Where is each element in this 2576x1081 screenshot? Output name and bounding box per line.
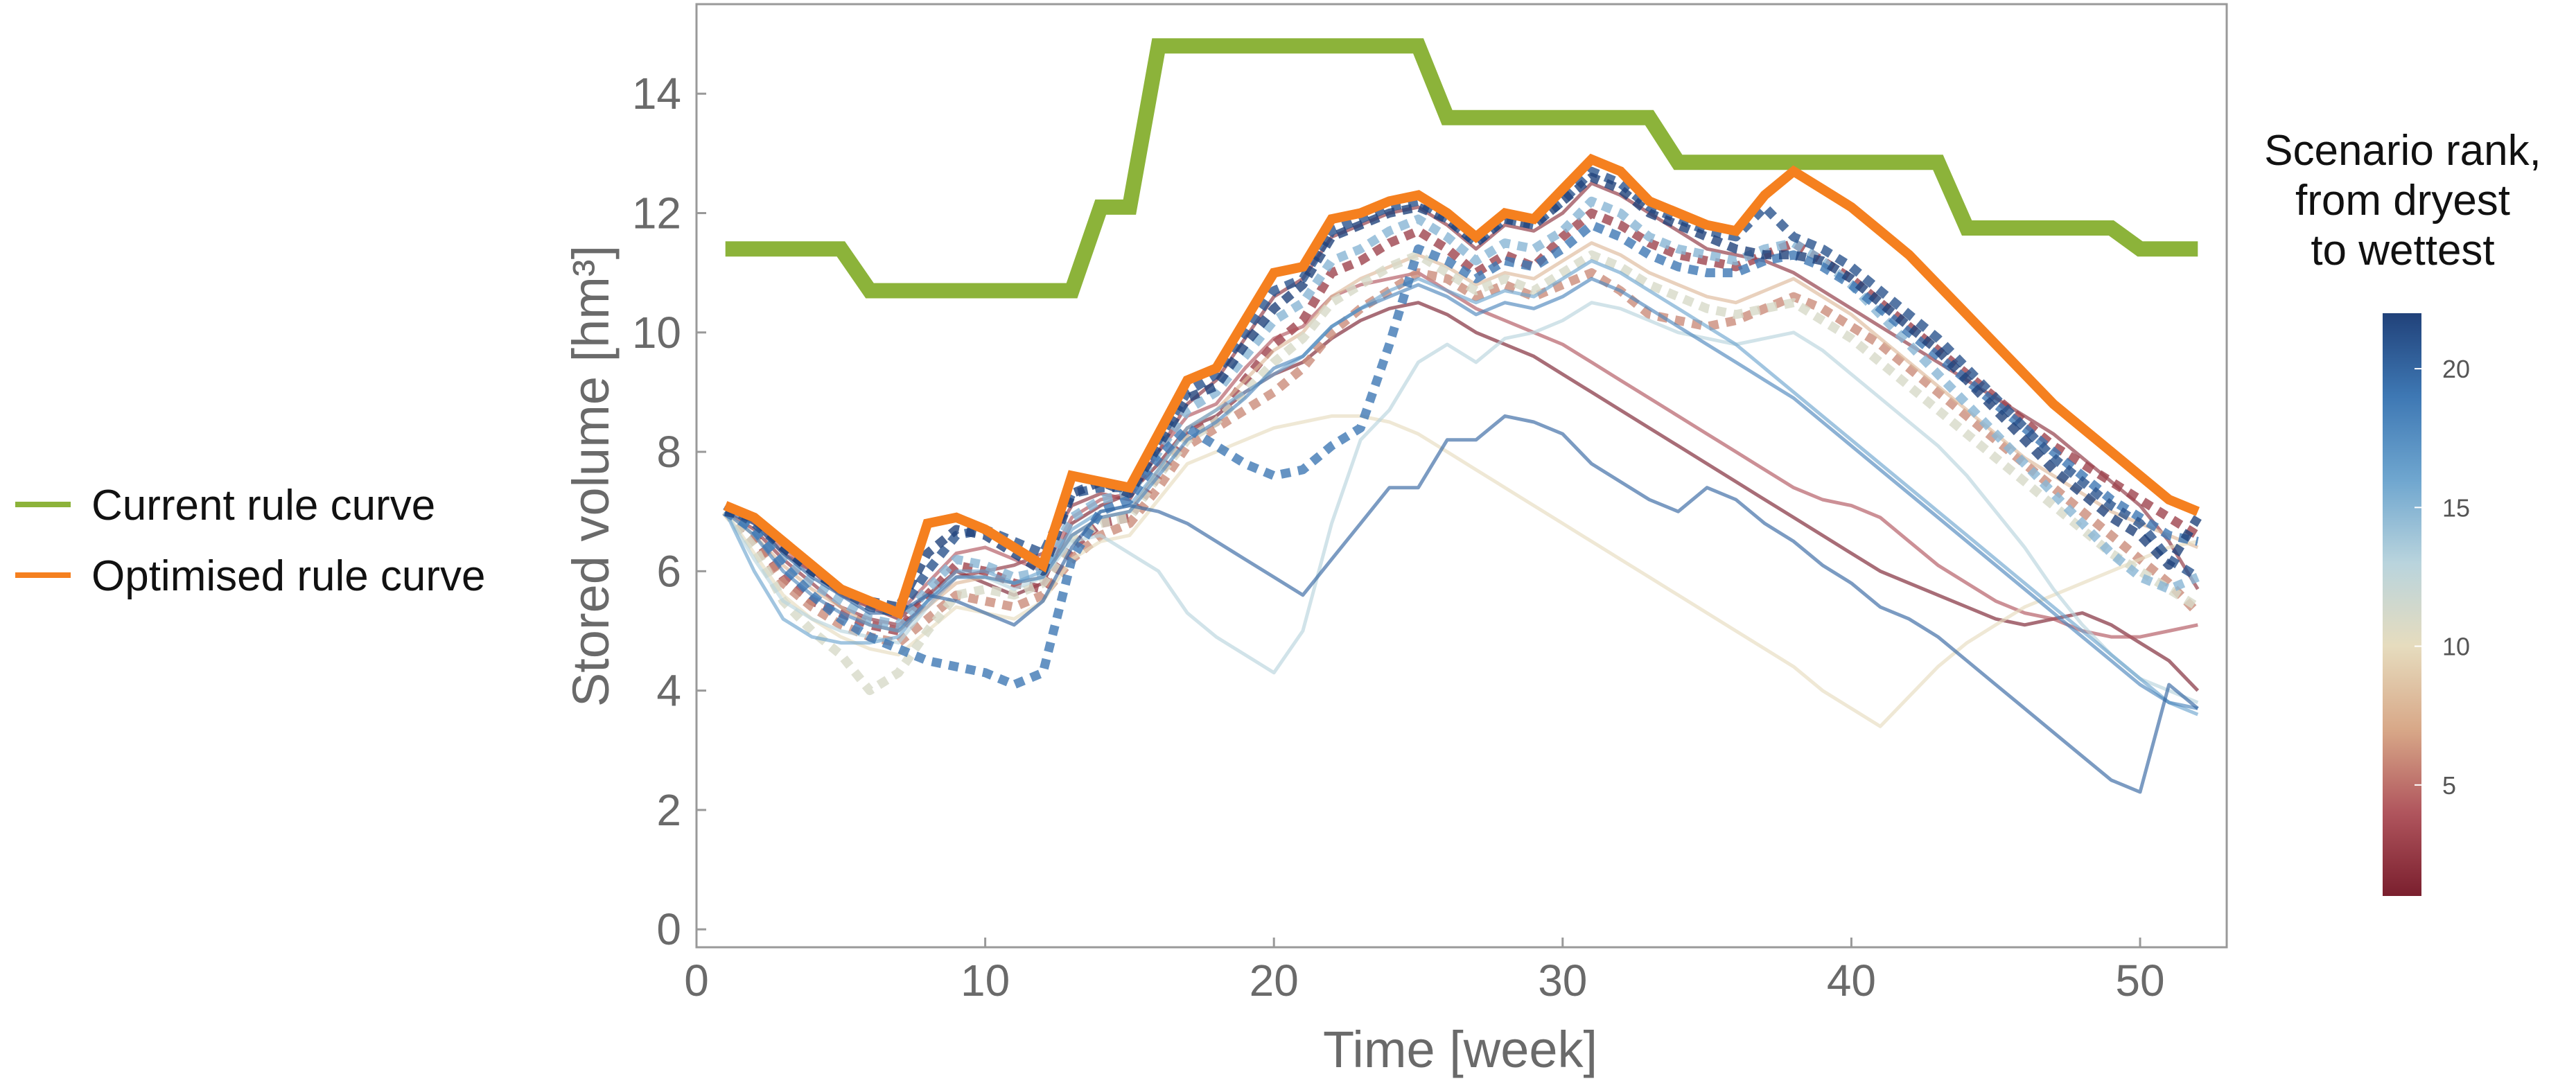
x-tick-label: 30 [1538, 956, 1587, 1005]
y-tick-label: 12 [632, 188, 681, 238]
scenario-line-rank-18 [724, 276, 2198, 710]
scenario-line-rank-20 [724, 414, 2199, 794]
y-tick-label: 10 [632, 308, 681, 358]
scenario-line-rank-22 [724, 173, 2202, 612]
legend: Current rule curve Optimised rule curve [15, 482, 486, 600]
current-rule-curve-line [725, 38, 2198, 299]
scenario-line-rank-8 [724, 241, 2199, 633]
colorbar-title-line: Scenario rank, [2264, 127, 2541, 175]
optimised-rule-curve-line [724, 153, 2200, 619]
y-tick-label: 6 [656, 546, 681, 596]
x-axis-title: Time [week] [1323, 1021, 1597, 1078]
colorbar-title-line: from dryest [2295, 177, 2510, 225]
x-tick-label: 50 [2115, 956, 2164, 1005]
colorbar-tick-label: 10 [2442, 633, 2470, 661]
y-tick-label: 2 [656, 785, 681, 835]
axes: 0 10 20 30 40 50 0 2 4 6 8 10 12 14 [632, 69, 2165, 1005]
scenario-line-rank-10 [724, 414, 2198, 728]
y-tick-label: 8 [656, 427, 681, 477]
scenario-line-rank-11 [721, 250, 2200, 696]
plot-frame [695, 3, 2228, 949]
series-lines [724, 38, 2200, 619]
scenario-line-rank-4 [724, 271, 2198, 639]
scenario-lines [721, 166, 2202, 794]
x-tick-label: 40 [1827, 956, 1876, 1005]
colorbar-tick-label: 15 [2442, 493, 2470, 522]
colorbar-tick-label: 5 [2442, 771, 2456, 800]
scenario-line-rank-19 [723, 220, 2199, 689]
y-tick-label: 0 [656, 904, 681, 954]
scenario-line-rank-15 [723, 196, 2200, 630]
y-axis-title: Stored volume [hm³] [562, 245, 620, 707]
scenario-line-rank-6 [722, 268, 2201, 648]
y-tick-label: 4 [656, 666, 681, 716]
legend-label-optimised: Optimised rule curve [91, 552, 486, 600]
colorbar-tick-label: 20 [2442, 355, 2470, 383]
legend-label-current: Current rule curve [91, 482, 435, 529]
colorbar-title-line: to wettest [2311, 227, 2494, 274]
x-tick-label: 10 [961, 956, 1010, 1005]
x-tick-label: 20 [1250, 956, 1299, 1005]
x-tick-label: 0 [684, 956, 709, 1005]
scenario-line-rank-16 [724, 258, 2199, 717]
y-tick-label: 14 [632, 69, 681, 118]
colorbar-gradient [2383, 313, 2421, 896]
